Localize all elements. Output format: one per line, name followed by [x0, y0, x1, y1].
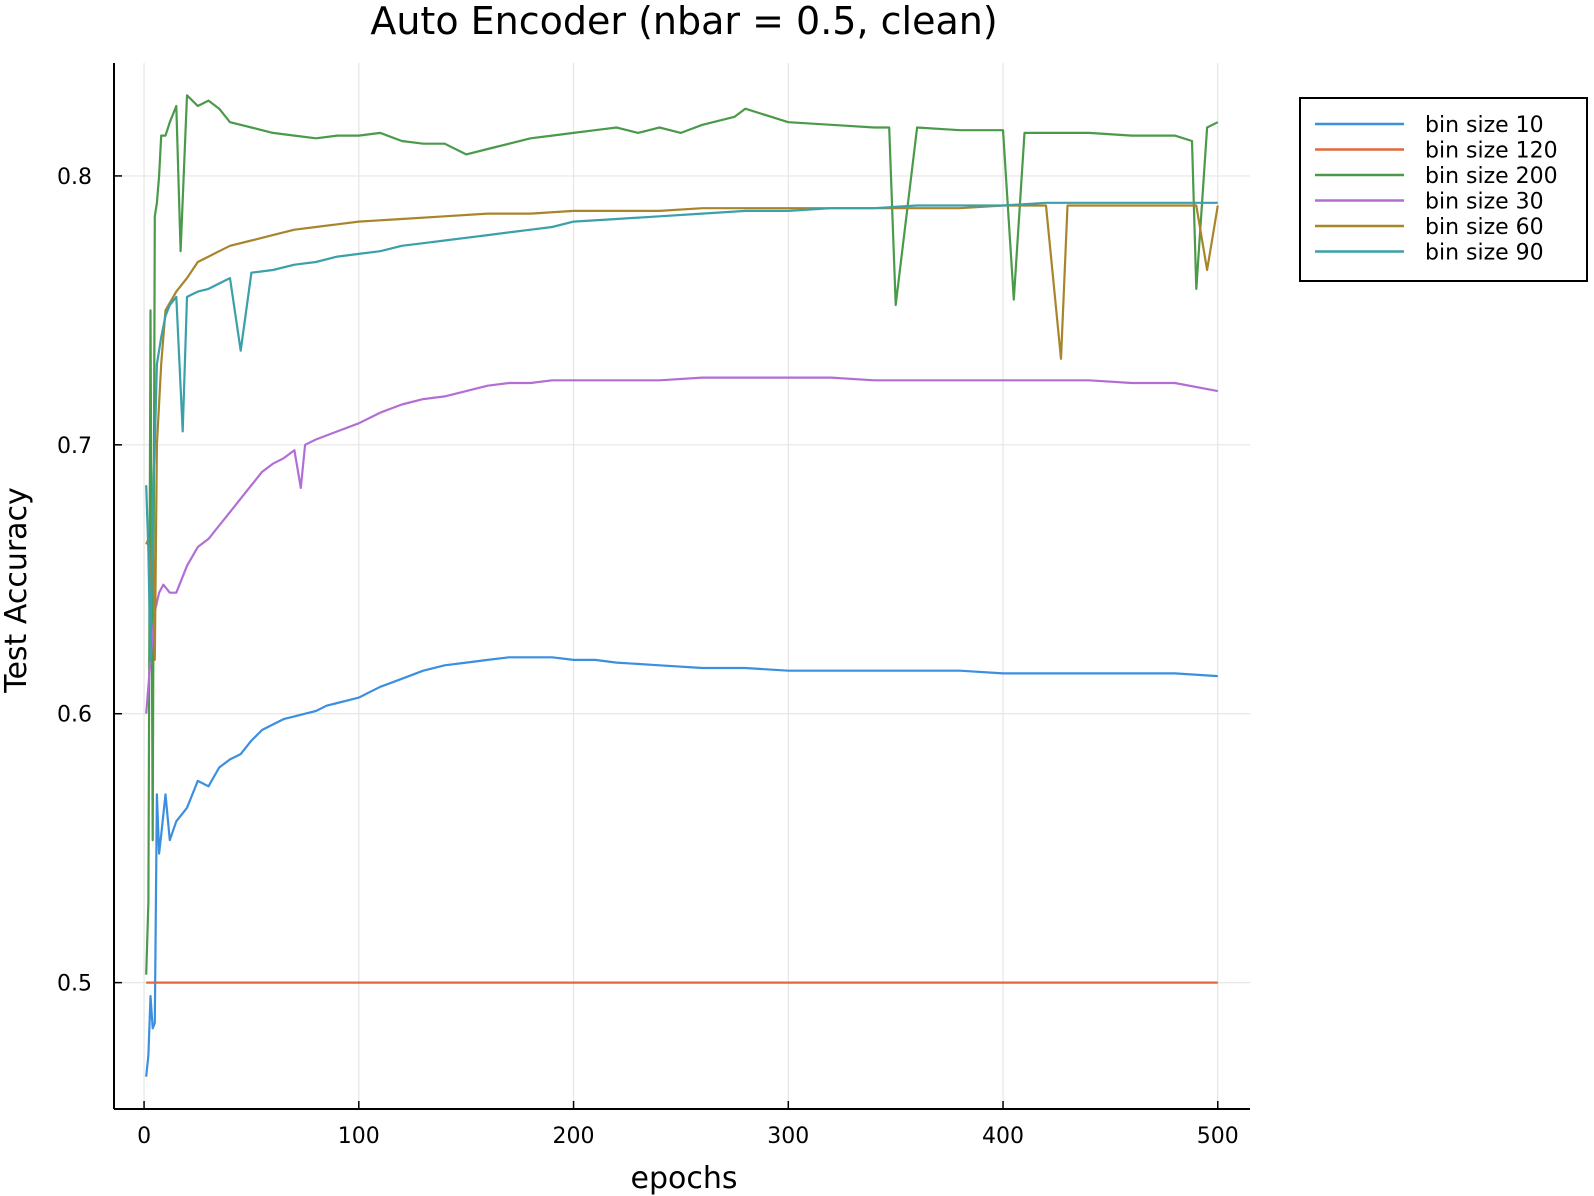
legend-label: bin size 120	[1425, 139, 1558, 164]
series-line-bin-size-200	[145, 94, 1219, 975]
grid	[114, 63, 1250, 1109]
y-tick-label: 0.7	[57, 434, 92, 459]
x-tick-label: 100	[338, 1124, 380, 1149]
chart-title: Auto Encoder (nbar = 0.5, clean)	[370, 0, 997, 43]
y-tick-label: 0.5	[57, 972, 92, 997]
y-tick-label: 0.6	[57, 703, 92, 728]
x-axis-title: epochs	[631, 1161, 738, 1196]
x-tick-label: 400	[982, 1124, 1024, 1149]
series-line-bin-size-90	[145, 201, 1218, 662]
legend-box	[1299, 97, 1588, 282]
x-tick-label: 0	[137, 1124, 151, 1149]
legend-label: bin size 90	[1425, 241, 1544, 266]
y-axis-title: Test Accuracy	[0, 487, 34, 694]
legend-label: bin size 10	[1425, 113, 1544, 138]
x-tick-label: 500	[1197, 1124, 1239, 1149]
y-ticks: 0.5 0.6 0.7 0.8	[57, 165, 122, 997]
x-tick-label: 200	[553, 1124, 595, 1149]
x-tick-label: 300	[767, 1124, 809, 1149]
series-line-bin-size-10	[145, 656, 1218, 1077]
series-line-bin-size-30	[145, 376, 1219, 714]
axes	[113, 63, 1250, 1110]
y-tick-label: 0.8	[57, 165, 92, 190]
legend-label: bin size 30	[1425, 190, 1544, 215]
legend-label: bin size 60	[1425, 215, 1544, 240]
series-line-bin-size-60	[145, 204, 1219, 662]
series-layer	[145, 94, 1219, 1077]
legend-label: bin size 200	[1425, 164, 1558, 189]
x-ticks: 0 100 200 300 400 500	[137, 1101, 1239, 1149]
